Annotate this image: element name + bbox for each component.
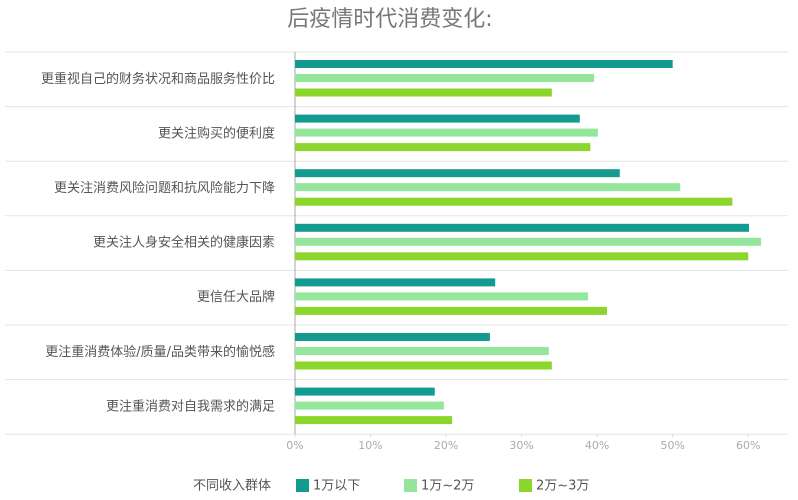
bar (295, 401, 444, 410)
category-label: 更关注购买的便利度 (158, 125, 275, 141)
bar (295, 114, 580, 123)
bar (295, 416, 453, 425)
bar (295, 60, 673, 68)
bar (295, 387, 435, 396)
category-label: 更注重消费对自我需求的满足 (106, 398, 275, 414)
bar (295, 223, 749, 232)
category-label: 更关注人身安全相关的健康因素 (93, 235, 275, 251)
bar (295, 169, 620, 178)
chart-title: 后疫情时代消费变化: (287, 7, 492, 32)
bar (295, 333, 490, 341)
bar (295, 278, 496, 287)
category-label: 更信任大品牌 (197, 289, 275, 305)
legend-label: 1万~2万 (421, 479, 474, 494)
bar (295, 347, 549, 355)
legend-title: 不同收入群体 (193, 479, 271, 494)
bar (295, 306, 607, 315)
bar (295, 88, 552, 97)
bar (295, 143, 591, 152)
legend-swatch (404, 479, 417, 492)
x-tick-label: 30% (509, 439, 533, 452)
category-label: 更关注消费风险问题和抗风险能力下降 (54, 181, 275, 196)
legend-label: 2万~3万 (536, 479, 589, 494)
category-label: 更重视自己的财务状况和商品服务性价比 (41, 71, 275, 87)
bar (295, 128, 598, 137)
bar (295, 237, 762, 246)
x-tick-label: 10% (358, 439, 382, 452)
legend-swatch (519, 479, 532, 492)
legend-swatch (296, 479, 309, 492)
x-tick-label: 50% (660, 439, 684, 452)
legend-label: 1万以下 (313, 479, 360, 494)
bar (295, 197, 733, 206)
bar (295, 183, 681, 192)
bar (295, 74, 595, 82)
bar (295, 292, 589, 301)
category-label: 更注重消费体验/质量/品类带来的愉悦感 (45, 344, 275, 360)
x-tick-label: 20% (434, 439, 458, 452)
x-tick-label: 40% (585, 439, 609, 452)
bar (295, 361, 552, 370)
x-tick-label: 0% (286, 439, 303, 452)
x-tick-label: 60% (736, 439, 760, 452)
bar (295, 252, 749, 261)
